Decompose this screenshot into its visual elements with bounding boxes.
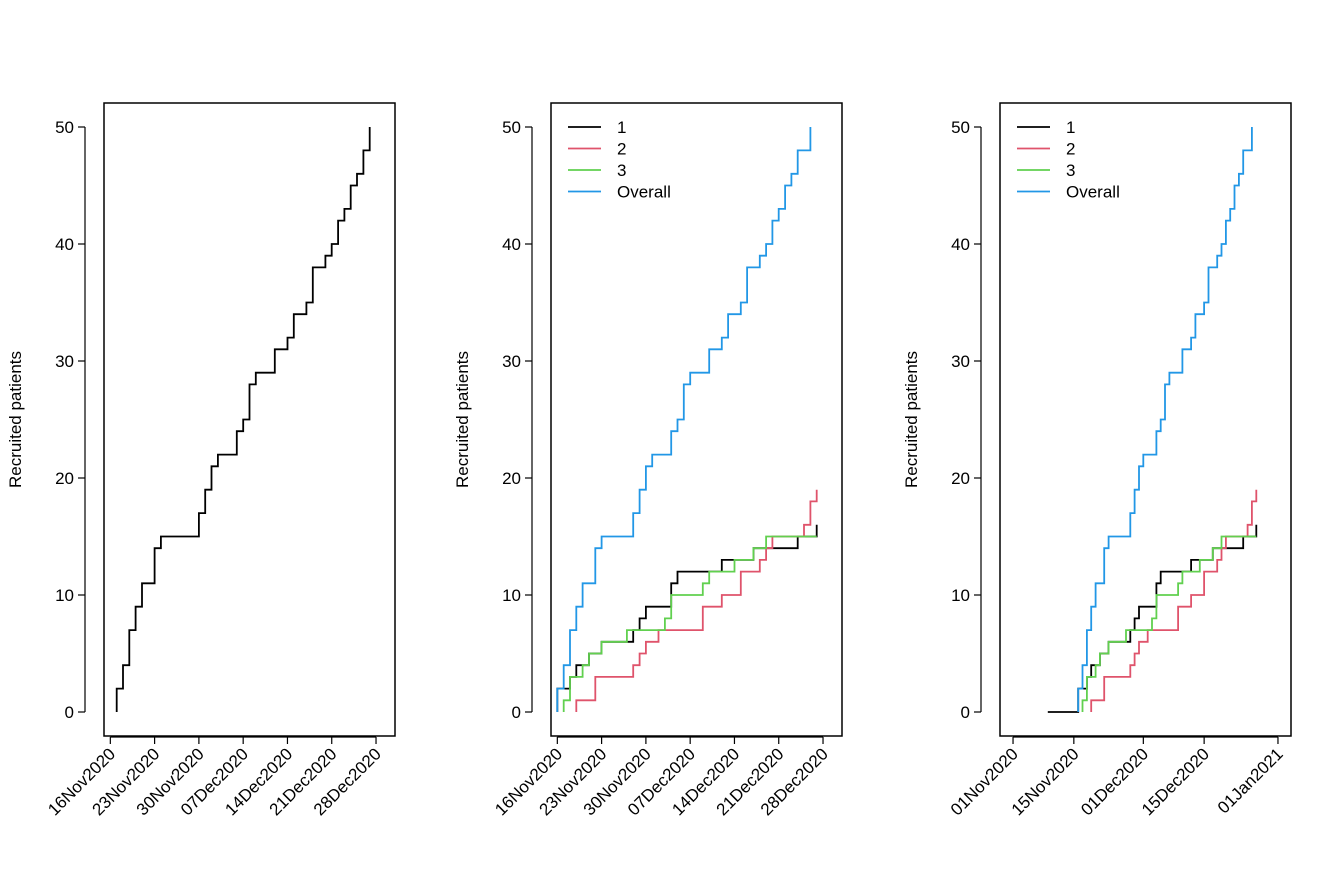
y-axis: 0 10 20 30 40 50 Recruited patients	[6, 118, 86, 722]
y-tick-label: 20	[55, 469, 74, 488]
chart-panel-3: 0 10 20 30 40 50 Recruited patients 01Nov202015…	[902, 102, 1292, 819]
y-tick-label: 40	[951, 235, 970, 254]
y-tick-label: 10	[55, 586, 74, 605]
legend-label: 3	[1066, 161, 1075, 180]
series-line-3	[562, 535, 817, 712]
y-tick-label: 40	[502, 235, 521, 254]
y-axis-label: Recruited patients	[6, 351, 25, 488]
x-tick-label: 01Jan2021	[1214, 744, 1287, 817]
legend-label: 1	[617, 118, 626, 137]
legend: 1 2 3 Overall	[1017, 118, 1120, 202]
plot-frame	[550, 102, 843, 737]
y-tick-label: 50	[951, 118, 970, 137]
y-tick-label: 50	[502, 118, 521, 137]
x-axis: 16Nov202023Nov202030Nov202007Dec202014De…	[44, 736, 385, 819]
series-line-1	[556, 524, 818, 712]
series-line-3	[1081, 535, 1257, 712]
y-tick-label: 0	[961, 703, 970, 722]
y-axis: 0 10 20 30 40 50 Recruited patients	[453, 118, 533, 722]
legend: 1 2 3 Overall	[568, 118, 671, 202]
legend-label: Overall	[617, 183, 671, 202]
series-line-2	[1090, 489, 1258, 712]
y-tick-label: 30	[55, 352, 74, 371]
series-line-cumulative	[115, 127, 371, 712]
y-tick-label: 20	[951, 469, 970, 488]
series-line-overall	[1077, 127, 1253, 712]
plot-frame	[999, 102, 1292, 737]
plot-frame	[103, 102, 396, 737]
y-tick-label: 20	[502, 469, 521, 488]
y-axis-label: Recruited patients	[902, 351, 921, 488]
chart-panel-2: 0 10 20 30 40 50 Recruited patients 16Nov202023…	[453, 102, 843, 819]
y-tick-label: 40	[55, 235, 74, 254]
y-tick-label: 10	[951, 586, 970, 605]
y-axis: 0 10 20 30 40 50 Recruited patients	[902, 118, 982, 722]
legend-label: Overall	[1066, 183, 1120, 202]
y-tick-label: 10	[502, 586, 521, 605]
legend-label: 2	[1066, 140, 1075, 159]
legend-label: 1	[1066, 118, 1075, 137]
y-axis-label: Recruited patients	[453, 351, 472, 488]
series-line-2	[575, 489, 818, 712]
x-axis: 16Nov202023Nov202030Nov202007Dec202014De…	[491, 736, 832, 819]
y-tick-label: 30	[502, 352, 521, 371]
legend-label: 3	[617, 161, 626, 180]
y-tick-label: 30	[951, 352, 970, 371]
series-line-overall	[556, 127, 812, 712]
y-tick-label: 0	[65, 703, 74, 722]
legend-label: 2	[617, 140, 626, 159]
y-tick-label: 50	[55, 118, 74, 137]
chart-panel-1: 0 10 20 30 40 50 Recruited patients 16Nov202023…	[6, 102, 396, 819]
y-tick-label: 0	[512, 703, 521, 722]
